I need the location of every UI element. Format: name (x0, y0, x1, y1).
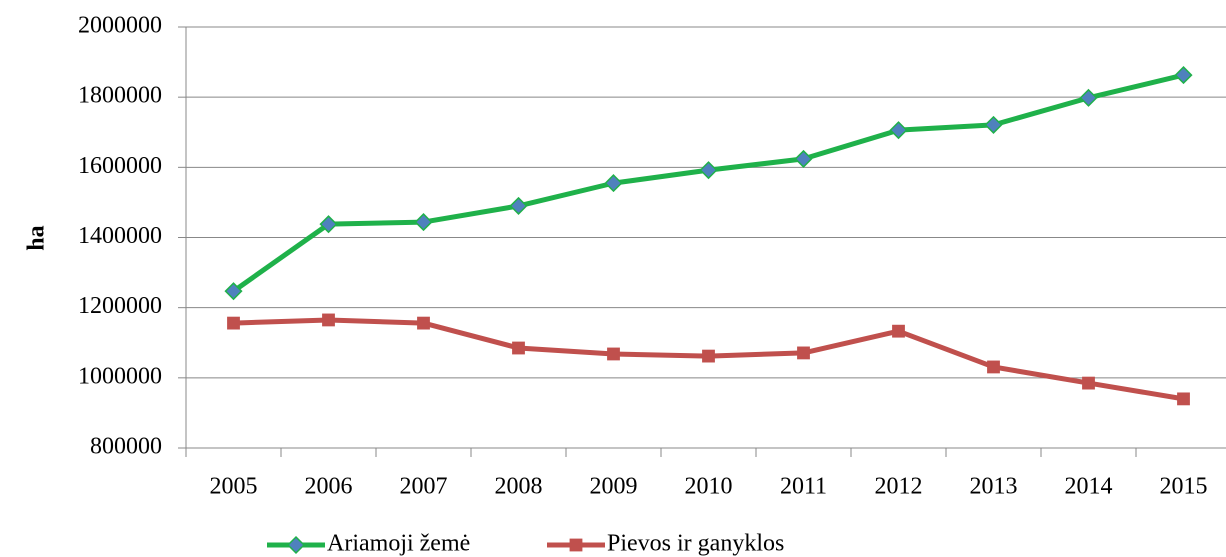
marker (227, 316, 240, 330)
marker (1082, 376, 1095, 390)
y-tick-label: 1400000 (78, 223, 162, 249)
x-tick-label: 2007 (400, 474, 448, 500)
marker (607, 347, 620, 361)
marker (569, 538, 583, 552)
marker (702, 349, 715, 363)
marker (414, 213, 433, 232)
x-tick-label: 2008 (495, 474, 543, 500)
x-tick-label: 2010 (685, 474, 733, 500)
marker (984, 115, 1003, 134)
legend-label: Ariamoji žemė (327, 531, 470, 557)
series-line (232, 72, 1185, 294)
marker (509, 196, 528, 215)
marker (417, 316, 430, 330)
x-tick-label: 2012 (875, 474, 923, 500)
x-tick-label: 2006 (305, 474, 353, 500)
marker (512, 341, 525, 355)
y-tick-label: 1800000 (78, 83, 162, 109)
y-axis-label: ha (24, 225, 50, 250)
marker (286, 535, 306, 555)
y-tick-label: 2000000 (78, 13, 162, 39)
x-tick-label: 2005 (210, 474, 258, 500)
marker (987, 360, 1000, 374)
x-tick-label: 2013 (970, 474, 1018, 500)
marker (1174, 66, 1193, 85)
y-tick-label: 1000000 (78, 363, 162, 389)
y-tick-label: 1200000 (78, 293, 162, 319)
x-tick-label: 2009 (590, 474, 638, 500)
x-tick-label: 2015 (1160, 474, 1208, 500)
x-tick-label: 2011 (780, 474, 827, 500)
marker (1079, 88, 1098, 107)
marker (699, 161, 718, 180)
y-tick-label: 1600000 (78, 153, 162, 179)
marker (889, 121, 908, 140)
marker (797, 346, 810, 360)
marker (224, 282, 243, 301)
marker (1177, 392, 1190, 406)
marker (322, 313, 335, 327)
y-tick-label: 800000 (90, 434, 162, 460)
legend-label: Pievos ir ganyklos (607, 531, 784, 557)
x-tick-label: 2014 (1065, 474, 1113, 500)
marker (892, 324, 905, 338)
marker (794, 149, 813, 168)
marker (319, 215, 338, 234)
marker (604, 174, 623, 193)
